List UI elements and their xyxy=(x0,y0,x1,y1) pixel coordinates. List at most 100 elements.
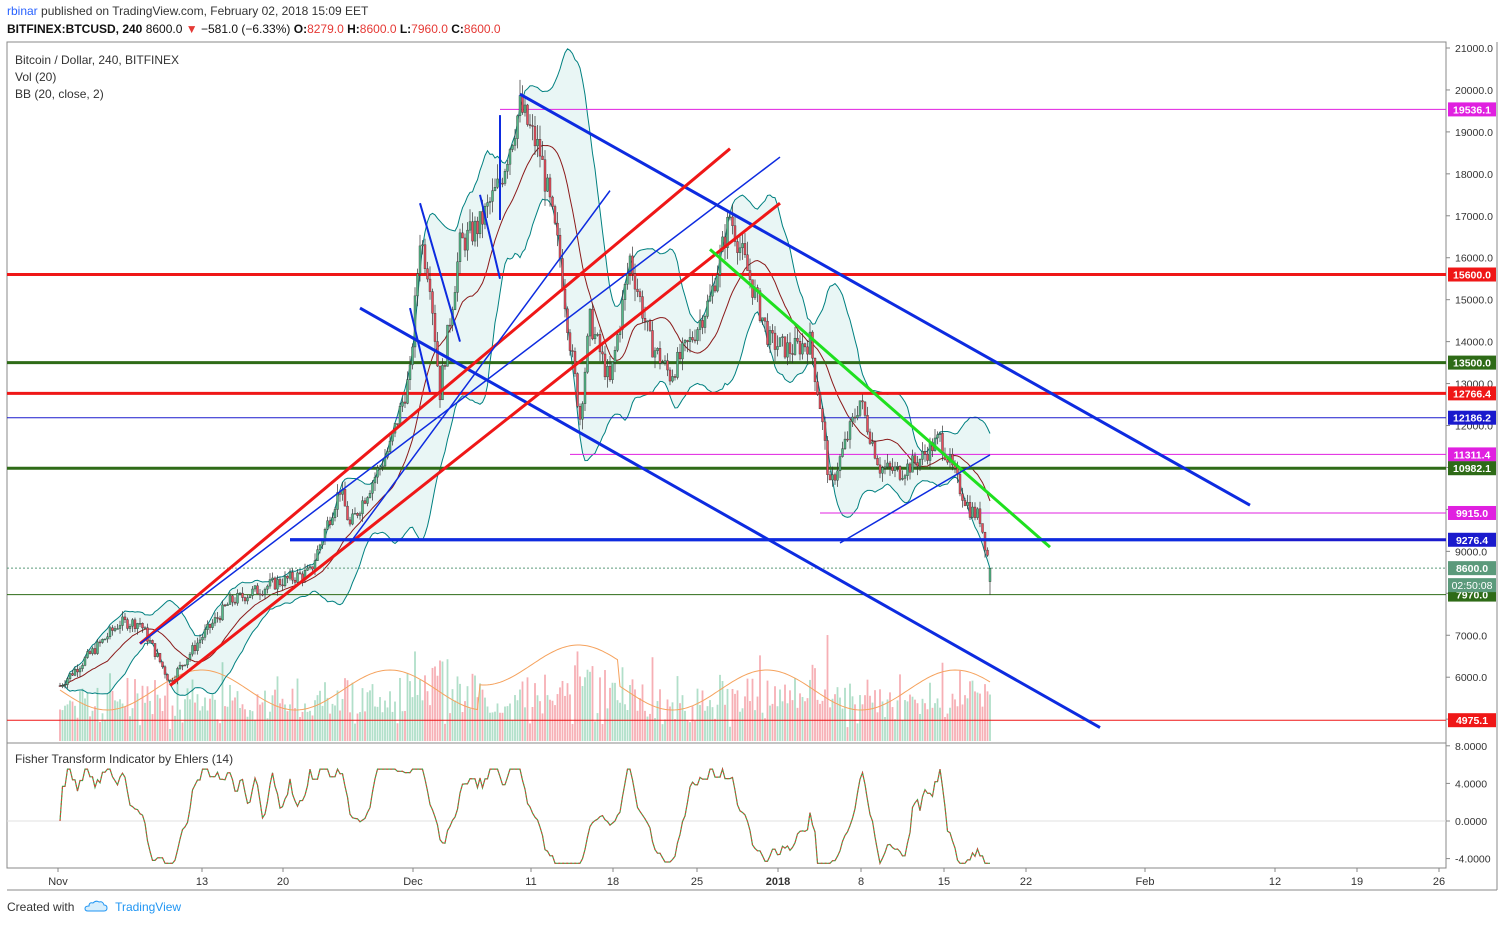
volume-bar xyxy=(661,724,664,741)
candle-body xyxy=(521,95,524,113)
price-tick-label: 9000.0 xyxy=(1455,546,1487,558)
candle-body xyxy=(583,371,587,404)
candle-body xyxy=(233,601,237,604)
candle-body xyxy=(88,651,92,654)
volume-bar xyxy=(809,679,811,741)
legend-volume: Vol (20) xyxy=(15,70,56,84)
volume-bar xyxy=(599,677,601,741)
volume-bar xyxy=(391,711,394,741)
candle-body xyxy=(846,438,849,441)
candle-body xyxy=(501,182,504,185)
volume-bar xyxy=(711,707,714,741)
volume-bar xyxy=(741,708,744,741)
volume-bar xyxy=(526,677,529,741)
candle-body xyxy=(363,500,367,504)
volume-bar xyxy=(691,706,694,741)
candle-body xyxy=(116,628,119,630)
volume-bar xyxy=(586,669,589,741)
candle-body xyxy=(538,139,542,157)
candle-body xyxy=(746,254,749,271)
volume-bar xyxy=(264,690,266,741)
publish-info: rbinar published on TradingView.com, Feb… xyxy=(7,4,368,18)
symbol-label: BITFINEX:BTCUSD, 240 xyxy=(7,22,143,36)
trendline-1[interactable] xyxy=(359,306,1101,729)
author-name[interactable]: rbinar xyxy=(7,4,38,18)
symbol-ohlc-line: BITFINEX:BTCUSD, 240 8600.0 ▼ −581.0 (−6… xyxy=(7,22,501,36)
candle-body xyxy=(633,273,637,290)
volume-bar xyxy=(814,668,816,741)
trendline-10[interactable] xyxy=(479,194,501,279)
volume-bar xyxy=(371,684,374,741)
volume-bar xyxy=(401,711,404,741)
trendline-9[interactable] xyxy=(419,202,461,342)
volume-bar xyxy=(246,716,249,741)
candle-body xyxy=(298,572,302,575)
volume-bar xyxy=(461,712,464,741)
time-tick-label: 22 xyxy=(1020,876,1032,888)
candle-body xyxy=(246,597,249,602)
trendline-2[interactable] xyxy=(139,147,731,645)
trendline-12[interactable] xyxy=(409,307,431,393)
candle-body xyxy=(623,284,627,300)
volume-bar xyxy=(436,675,439,741)
volume-bar xyxy=(289,704,291,741)
volume-bar xyxy=(424,675,426,741)
trendline-4[interactable] xyxy=(139,156,781,645)
candle-body xyxy=(818,394,822,410)
trendline-5[interactable] xyxy=(349,190,611,544)
candle-body xyxy=(328,520,332,525)
trendline-0[interactable] xyxy=(519,92,1251,507)
volume-bar xyxy=(674,719,676,741)
volume-bar xyxy=(149,700,151,741)
legend-title: Bitcoin / Dollar, 240, BITFINEX xyxy=(15,53,179,67)
volume-bar xyxy=(911,696,914,741)
volume-bar xyxy=(626,710,629,741)
candle-body xyxy=(333,509,337,518)
volume-bar xyxy=(906,701,909,741)
volume-bar xyxy=(796,707,799,741)
close-value: 8600.0 xyxy=(463,22,501,36)
volume-bar xyxy=(704,710,706,741)
level-tag-label: 12766.4 xyxy=(1453,388,1491,400)
volume-bar xyxy=(646,716,649,741)
volume-bar xyxy=(196,694,199,741)
candle-body xyxy=(811,331,814,359)
volume-bar xyxy=(899,674,901,741)
volume-bar xyxy=(121,703,124,741)
candle-body xyxy=(133,619,137,629)
candle-body xyxy=(866,415,869,433)
volume-bar xyxy=(641,684,644,741)
tradingview-link[interactable]: TradingView xyxy=(115,900,182,914)
candle-body xyxy=(511,145,514,150)
trendline-6[interactable] xyxy=(709,248,1051,549)
volume-bar xyxy=(876,712,879,741)
volume-bar xyxy=(389,691,391,741)
candle-body xyxy=(188,653,192,660)
volume-bar xyxy=(241,704,244,741)
candle-body xyxy=(946,459,949,463)
volume-bar xyxy=(229,684,231,741)
volume-bar xyxy=(321,705,324,741)
candle-body xyxy=(688,337,692,342)
level-tag-label: 4975.1 xyxy=(1456,715,1488,727)
candle-body xyxy=(293,579,297,583)
time-tick-label: 2018 xyxy=(766,876,790,888)
candle-body xyxy=(558,234,562,259)
candle-body xyxy=(253,585,257,590)
volume-bar xyxy=(561,680,564,741)
trendline-3[interactable] xyxy=(169,202,781,687)
volume-bar xyxy=(731,689,734,741)
volume-bar xyxy=(884,717,886,741)
volume-bar xyxy=(671,702,674,741)
candle-body xyxy=(826,440,829,475)
volume-bar xyxy=(301,711,304,741)
candle-body xyxy=(763,317,767,322)
volume-bar xyxy=(309,710,311,741)
footer: Created with TradingView xyxy=(7,900,181,914)
trendline-8[interactable] xyxy=(839,454,991,544)
volume-bar xyxy=(269,711,271,741)
volume-bar xyxy=(429,705,431,741)
candle-body xyxy=(448,324,452,327)
candle-body xyxy=(928,442,932,461)
